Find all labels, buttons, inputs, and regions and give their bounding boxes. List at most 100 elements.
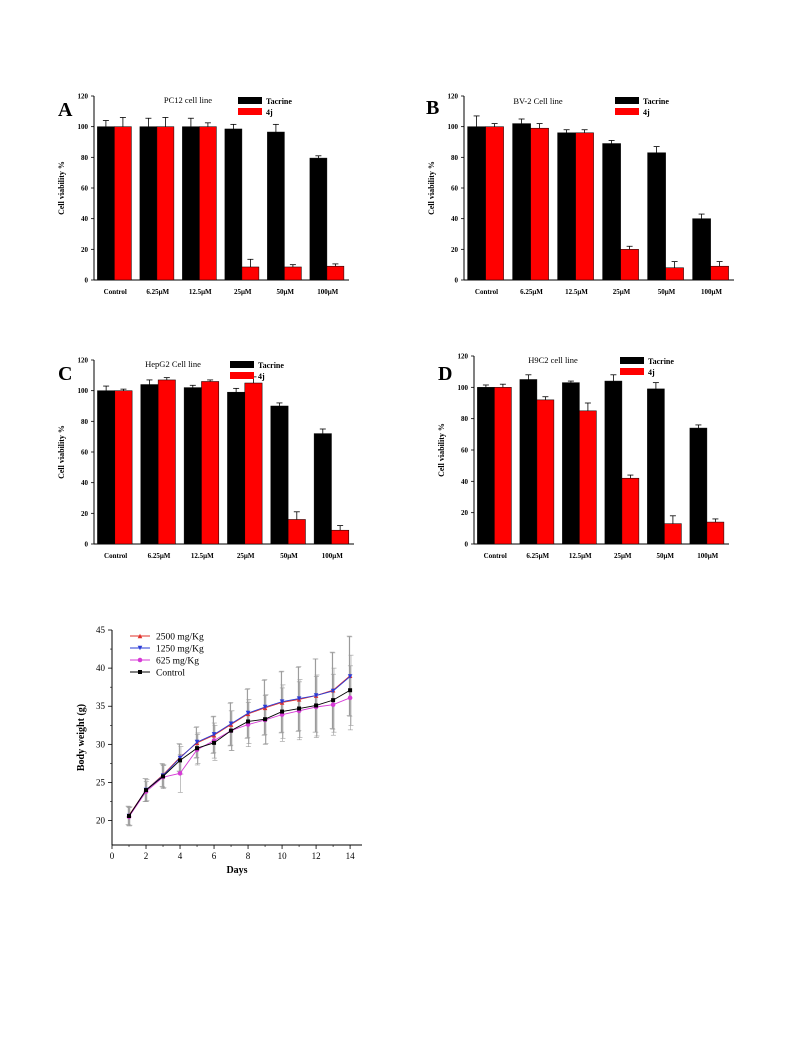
bar-4j	[199, 126, 217, 281]
y-tick-label: 40	[461, 478, 469, 486]
data-point	[262, 704, 268, 710]
data-point	[245, 710, 251, 716]
x-axis-label: Days	[226, 865, 247, 876]
data-point	[144, 788, 149, 793]
y-tick-label: 0	[455, 277, 459, 285]
y-tick-label: 30	[96, 739, 106, 749]
category-label: 100μM	[317, 288, 338, 296]
bar-4j	[157, 379, 176, 545]
category-label: 50μM	[280, 552, 298, 560]
category-label: 6.25μM	[520, 288, 543, 296]
legend-swatch	[238, 108, 262, 115]
series-line	[128, 676, 351, 817]
bar-tacrine	[604, 380, 623, 545]
legend-label: 4j	[643, 108, 650, 117]
bar-tacrine	[477, 387, 495, 545]
legend-label: 625 mg/Kg	[156, 657, 199, 667]
data-point	[229, 728, 234, 733]
y-axis-label: Cell viability %	[427, 161, 436, 215]
chart-panel-d: 0 20 40 60 80 100 120 Cell viability % Control 6.…	[437, 353, 729, 560]
bar-tacrine	[182, 126, 200, 281]
y-tick-label: 20	[461, 509, 469, 517]
panel-label: B	[426, 97, 439, 119]
data-point	[279, 699, 285, 704]
legend-label: Tacrine	[266, 97, 292, 106]
data-point	[330, 702, 336, 708]
bar-4j	[536, 399, 555, 545]
x-tick-label: 14	[346, 851, 356, 861]
bar-4j	[575, 132, 594, 281]
data-point	[330, 688, 336, 694]
data-point	[177, 771, 183, 776]
bar-4j	[621, 477, 640, 545]
y-tick-label: 20	[81, 246, 89, 254]
y-tick-label: 0	[85, 541, 89, 549]
bar-tacrine	[519, 379, 538, 545]
bar-4j	[331, 529, 350, 545]
category-label: 6.25μM	[148, 552, 171, 560]
chart-panel-a: 0 20 40 60 80 100 120 Cell viability % Control 6.…	[57, 93, 349, 296]
y-tick-label: 80	[451, 154, 459, 162]
chart-title: BV-2 Cell line	[513, 96, 562, 106]
data-point	[127, 814, 132, 819]
category-label: Control	[475, 288, 498, 296]
data-point	[194, 739, 200, 745]
category-label: 12.5μM	[191, 552, 214, 560]
y-tick-label: 80	[81, 154, 89, 162]
bar-tacrine	[140, 384, 159, 545]
y-tick-label: 45	[96, 625, 106, 635]
bar-4j	[664, 523, 682, 545]
panel-label: A	[58, 99, 73, 121]
bar-4j	[326, 265, 345, 281]
y-axis-label: Cell viability %	[437, 423, 446, 477]
y-tick-label: 40	[451, 215, 459, 223]
legend-label: 4j	[266, 108, 273, 117]
legend-swatch	[615, 108, 639, 115]
chart-title: PC12 cell line	[164, 95, 212, 105]
panel-label: C	[58, 363, 72, 385]
x-tick-label: 8	[246, 851, 251, 861]
series-line	[128, 689, 351, 817]
category-label: 12.5μM	[569, 552, 592, 560]
legend-marker	[137, 645, 143, 651]
data-point	[212, 740, 217, 745]
bar-4j	[665, 267, 684, 281]
legend-label: 1250 mg/Kg	[156, 645, 204, 655]
y-axis-label: Body weight (g)	[76, 704, 87, 771]
y-tick-label: 20	[81, 510, 89, 518]
legend-marker	[138, 670, 142, 674]
legend-label: 4j	[648, 368, 655, 377]
y-tick-label: 100	[78, 387, 89, 395]
y-tick-label: 60	[451, 185, 459, 193]
y-tick-label: 20	[96, 816, 106, 826]
category-label: 25μM	[234, 288, 252, 296]
data-point	[297, 706, 302, 711]
legend-marker	[137, 657, 143, 663]
legend-swatch	[615, 97, 639, 104]
bar-4j	[579, 410, 597, 545]
y-tick-label: 0	[465, 541, 469, 549]
bar-tacrine	[139, 126, 158, 281]
bar-tacrine	[689, 427, 708, 545]
data-point	[280, 709, 285, 714]
bar-4j	[114, 390, 133, 545]
y-tick-label: 40	[81, 215, 89, 223]
y-tick-label: 60	[81, 185, 89, 193]
y-tick-label: 120	[458, 353, 469, 361]
category-label: 12.5μM	[189, 288, 212, 296]
category-label: Control	[104, 288, 127, 296]
bar-4j	[530, 127, 549, 281]
bar-4j	[287, 519, 306, 545]
bar-tacrine	[467, 126, 486, 281]
y-tick-label: 20	[451, 246, 459, 254]
legend-swatch	[230, 372, 254, 379]
data-point	[178, 758, 183, 763]
legend-label: 2500 mg/Kg	[156, 633, 204, 643]
bar-tacrine	[183, 387, 202, 545]
chart-panel-b: 0 20 40 60 80 100 120 Cell viability % Control 6.…	[426, 93, 734, 296]
data-point	[348, 688, 353, 693]
body-weight-chart: 20 25 30 35 40 45 0 2 4 6 8 10 12 14 Days Body weight (…	[76, 625, 362, 876]
y-tick-label: 60	[461, 447, 469, 455]
y-tick-label: 120	[448, 93, 459, 101]
data-point	[177, 755, 183, 761]
